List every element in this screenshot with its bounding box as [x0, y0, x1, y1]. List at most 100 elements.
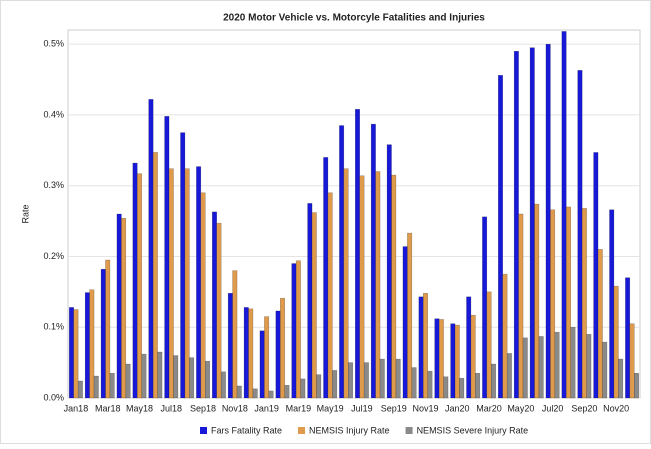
bar	[164, 116, 170, 399]
bar	[343, 168, 349, 399]
bar	[259, 330, 265, 399]
bar	[73, 309, 79, 399]
bar	[332, 370, 338, 399]
bar	[275, 310, 281, 399]
legend-swatch	[298, 427, 306, 434]
bar	[593, 152, 599, 399]
bar	[438, 319, 444, 399]
legend-label: Fars Fatality Rate	[211, 425, 282, 435]
bar	[443, 376, 449, 399]
bar	[545, 43, 551, 399]
bar	[189, 357, 195, 399]
bar	[586, 334, 592, 399]
chart-title: 2020 Motor Vehicle vs. Motorcyle Fatalit…	[223, 13, 485, 24]
x-tick-label: Nov20	[603, 403, 629, 413]
bar	[391, 174, 397, 399]
x-tick-label: Nov18	[222, 403, 248, 413]
bar	[466, 296, 472, 399]
bar	[402, 246, 408, 399]
x-tick-label: Sep19	[381, 403, 407, 413]
bar	[491, 363, 496, 399]
bar	[570, 326, 576, 399]
bar	[498, 75, 503, 399]
bar	[482, 216, 488, 399]
bar	[311, 212, 317, 399]
bar	[625, 277, 631, 399]
x-tick-label: May20	[507, 403, 534, 413]
bar	[184, 168, 190, 399]
bar	[280, 297, 285, 399]
bar	[411, 367, 417, 399]
bar	[506, 353, 512, 399]
bar	[205, 360, 210, 399]
bar	[316, 374, 322, 399]
bar	[148, 99, 154, 399]
bar	[423, 293, 428, 399]
bar	[518, 213, 524, 399]
bar	[634, 372, 639, 399]
bar	[339, 125, 345, 399]
bar	[268, 390, 274, 399]
bar	[522, 337, 528, 399]
x-tick-label: May19	[317, 403, 344, 413]
x-tick-label: May18	[126, 403, 153, 413]
bar	[386, 144, 392, 399]
y-tick-label: 0.5%	[43, 39, 64, 49]
bar	[132, 162, 138, 399]
bar	[538, 336, 544, 399]
bar	[105, 259, 111, 399]
bar	[550, 209, 556, 399]
bar	[77, 380, 83, 399]
bar	[602, 341, 608, 399]
bar	[581, 208, 587, 399]
bar	[348, 362, 353, 399]
bar	[125, 363, 131, 399]
bar	[355, 109, 360, 399]
x-tick-label: Sep18	[190, 403, 216, 413]
x-tick-label: Nov19	[412, 403, 438, 413]
bar	[84, 292, 90, 399]
bar	[434, 318, 440, 399]
bar	[418, 296, 424, 399]
bar	[529, 47, 535, 399]
bar	[252, 388, 258, 399]
bar	[212, 211, 217, 399]
bar	[109, 372, 115, 399]
bar	[216, 222, 222, 399]
bar	[137, 173, 142, 399]
bar	[248, 308, 254, 399]
bar	[577, 70, 583, 399]
bar	[459, 377, 465, 399]
x-tick-label: Jul20	[542, 403, 564, 413]
bar	[486, 291, 492, 399]
x-tick-label: Mar18	[95, 403, 121, 413]
bar	[243, 307, 249, 399]
y-tick-label: 0.3%	[43, 180, 64, 190]
bar	[470, 314, 476, 399]
bar	[554, 331, 560, 399]
bar	[121, 217, 127, 399]
bar	[450, 323, 456, 399]
bar	[200, 192, 206, 399]
bar	[561, 31, 567, 399]
bar	[327, 192, 333, 399]
y-tick-label: 0.2%	[43, 251, 64, 261]
bar	[363, 362, 369, 399]
bar	[629, 323, 635, 399]
x-tick-label: Jan20	[445, 403, 470, 413]
bar	[236, 385, 242, 399]
bar	[196, 166, 202, 399]
bar	[157, 351, 163, 399]
bar	[407, 232, 413, 399]
bar	[534, 203, 540, 399]
bar	[116, 213, 122, 399]
legend-swatch	[200, 427, 207, 434]
bar	[173, 355, 179, 399]
bar	[141, 353, 147, 399]
bar	[454, 324, 460, 399]
y-tick-label: 0.0%	[43, 392, 64, 402]
bar	[395, 358, 401, 399]
bar	[613, 285, 619, 399]
bar	[168, 168, 174, 399]
